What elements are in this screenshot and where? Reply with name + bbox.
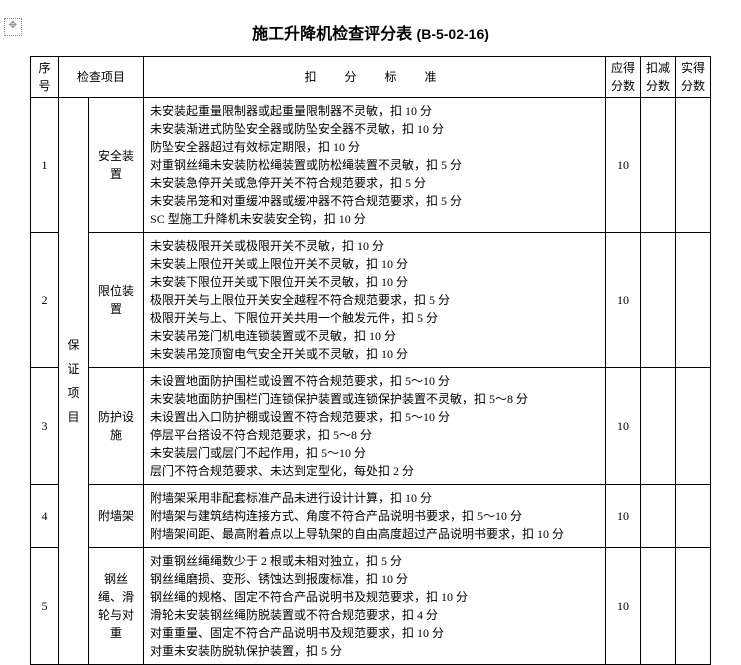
cell-due-score: 10 bbox=[606, 98, 641, 233]
table-row: 2 限位装置未安装极限开关或极限开关不灵敏，扣 10 分未安装上限位开关或上限位开… bbox=[31, 233, 711, 368]
header-due-score: 应得分数 bbox=[606, 57, 641, 98]
criteria-line: 防坠安全器超过有效标定期限，扣 10 分 bbox=[150, 138, 599, 156]
criteria-line: 未安装急停开关或急停开关不符合规范要求，扣 5 分 bbox=[150, 174, 599, 192]
criteria-line: 未安装渐进式防坠安全器或防坠安全器不灵敏，扣 10 分 bbox=[150, 120, 599, 138]
criteria-line: 未安装吊笼顶窗电气安全开关或不灵敏，扣 10 分 bbox=[150, 345, 599, 363]
criteria-line: 未安装下限位开关或下限位开关不灵敏，扣 10 分 bbox=[150, 273, 599, 291]
criteria-line: 未安装起重量限制器或起重量限制器不灵敏，扣 10 分 bbox=[150, 102, 599, 120]
table-row: 3 防护设施未设置地面防护围栏或设置不符合规范要求，扣 5～10 分未安装地面防护… bbox=[31, 368, 711, 485]
criteria-line: 钢丝绳磨损、变形、锈蚀达到报废标准，扣 10 分 bbox=[150, 570, 599, 588]
criteria-line: 对重未安装防脱轨保护装置，扣 5 分 bbox=[150, 642, 599, 660]
move-handle-icon: ✥ bbox=[4, 18, 22, 36]
cell-item: 防护设施 bbox=[89, 368, 144, 485]
criteria-line: 未安装吊笼和对重缓冲器或缓冲器不符合规范要求，扣 5 分 bbox=[150, 192, 599, 210]
criteria-line: SC 型施工升降机未安装安全钩，扣 10 分 bbox=[150, 210, 599, 228]
cell-due-score: 10 bbox=[606, 233, 641, 368]
cell-seq: 5 bbox=[31, 548, 59, 665]
header-seq: 序号 bbox=[31, 57, 59, 98]
criteria-line: 钢丝绳的规格、固定不符合产品说明书及规范要求，扣 10 分 bbox=[150, 588, 599, 606]
cell-seq: 2 bbox=[31, 233, 59, 368]
table-row: 1保证项目安全装置未安装起重量限制器或起重量限制器不灵敏，扣 10 分未安装渐进… bbox=[31, 98, 711, 233]
cell-item: 安全装置 bbox=[89, 98, 144, 233]
criteria-line: 对重重量、固定不符合产品说明书及规范要求，扣 10 分 bbox=[150, 624, 599, 642]
cell-item: 附墙架 bbox=[89, 485, 144, 548]
cell-actual-score bbox=[676, 485, 711, 548]
criteria-line: 对重钢丝绳未安装防松绳装置或防松绳装置不灵敏，扣 5 分 bbox=[150, 156, 599, 174]
criteria-line: 层门不符合规范要求、未达到定型化，每处扣 2 分 bbox=[150, 462, 599, 480]
cell-criteria: 未安装极限开关或极限开关不灵敏，扣 10 分未安装上限位开关或上限位开关不灵敏，… bbox=[144, 233, 606, 368]
page-title: 施工升降机检查评分表 (B-5-02-16) bbox=[30, 20, 711, 44]
cell-criteria: 附墙架采用非配套标准产品未进行设计计算，扣 10 分附墙架与建筑结构连接方式、角… bbox=[144, 485, 606, 548]
cell-deduct-score bbox=[641, 98, 676, 233]
criteria-line: 附墙架与建筑结构连接方式、角度不符合产品说明书要求，扣 5～10 分 bbox=[150, 507, 599, 525]
cell-seq: 3 bbox=[31, 368, 59, 485]
criteria-line: 未安装上限位开关或上限位开关不灵敏，扣 10 分 bbox=[150, 255, 599, 273]
criteria-line: 未安装层门或层门不起作用，扣 5～10 分 bbox=[150, 444, 599, 462]
cell-deduct-score bbox=[641, 233, 676, 368]
title-main: 施工升降机检查评分表 bbox=[252, 26, 412, 43]
criteria-line: 附墙架间距、最高附着点以上导轨架的自由高度超过产品说明书要求，扣 10 分 bbox=[150, 525, 599, 543]
criteria-line: 未安装极限开关或极限开关不灵敏，扣 10 分 bbox=[150, 237, 599, 255]
criteria-line: 未安装吊笼门机电连锁装置或不灵敏，扣 10 分 bbox=[150, 327, 599, 345]
criteria-line: 对重钢丝绳绳数少于 2 根或未相对独立，扣 5 分 bbox=[150, 552, 599, 570]
table-row: 5 钢丝绳、滑轮与对重对重钢丝绳绳数少于 2 根或未相对独立，扣 5 分钢丝绳磨损… bbox=[31, 548, 711, 665]
cell-category: 保证项目 bbox=[59, 98, 89, 665]
cell-actual-score bbox=[676, 368, 711, 485]
title-code: (B-5-02-16) bbox=[417, 26, 489, 42]
header-deduct-score: 扣减分数 bbox=[641, 57, 676, 98]
criteria-line: 极限开关与上、下限位开关共用一个触发元件，扣 5 分 bbox=[150, 309, 599, 327]
inspection-score-table: 序号 检查项目 扣 分 标 准 应得分数 扣减分数 实得分数 1保证项目安全装置… bbox=[30, 56, 711, 665]
cell-criteria: 对重钢丝绳绳数少于 2 根或未相对独立，扣 5 分钢丝绳磨损、变形、锈蚀达到报废… bbox=[144, 548, 606, 665]
cell-deduct-score bbox=[641, 548, 676, 665]
criteria-line: 停层平台搭设不符合规范要求，扣 5～8 分 bbox=[150, 426, 599, 444]
table-row: 4 附墙架附墙架采用非配套标准产品未进行设计计算，扣 10 分附墙架与建筑结构连接… bbox=[31, 485, 711, 548]
cell-actual-score bbox=[676, 548, 711, 665]
cell-criteria: 未安装起重量限制器或起重量限制器不灵敏，扣 10 分未安装渐进式防坠安全器或防坠… bbox=[144, 98, 606, 233]
header-criteria: 扣 分 标 准 bbox=[144, 57, 606, 98]
header-actual-score: 实得分数 bbox=[676, 57, 711, 98]
criteria-line: 未设置出入口防护棚或设置不符合规范要求，扣 5～10 分 bbox=[150, 408, 599, 426]
criteria-line: 极限开关与上限位开关安全越程不符合规范要求，扣 5 分 bbox=[150, 291, 599, 309]
criteria-line: 附墙架采用非配套标准产品未进行设计计算，扣 10 分 bbox=[150, 489, 599, 507]
criteria-line: 未安装地面防护围栏门连锁保护装置或连锁保护装置不灵敏，扣 5～8 分 bbox=[150, 390, 599, 408]
criteria-line: 未设置地面防护围栏或设置不符合规范要求，扣 5～10 分 bbox=[150, 372, 599, 390]
cell-actual-score bbox=[676, 98, 711, 233]
cell-due-score: 10 bbox=[606, 485, 641, 548]
criteria-line: 滑轮未安装钢丝绳防脱装置或不符合规范要求，扣 4 分 bbox=[150, 606, 599, 624]
table-header-row: 序号 检查项目 扣 分 标 准 应得分数 扣减分数 实得分数 bbox=[31, 57, 711, 98]
cell-actual-score bbox=[676, 233, 711, 368]
cell-seq: 1 bbox=[31, 98, 59, 233]
cell-item: 钢丝绳、滑轮与对重 bbox=[89, 548, 144, 665]
cell-due-score: 10 bbox=[606, 548, 641, 665]
cell-due-score: 10 bbox=[606, 368, 641, 485]
cell-criteria: 未设置地面防护围栏或设置不符合规范要求，扣 5～10 分未安装地面防护围栏门连锁… bbox=[144, 368, 606, 485]
cell-seq: 4 bbox=[31, 485, 59, 548]
cell-deduct-score bbox=[641, 485, 676, 548]
cell-deduct-score bbox=[641, 368, 676, 485]
cell-item: 限位装置 bbox=[89, 233, 144, 368]
header-check-item: 检查项目 bbox=[59, 57, 144, 98]
